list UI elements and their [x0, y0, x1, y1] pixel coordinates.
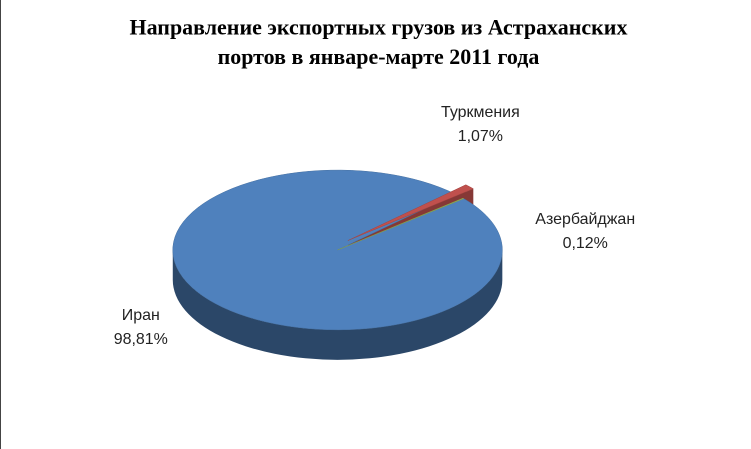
- slice-side: [172, 249, 503, 360]
- category-label: Иран: [122, 307, 160, 324]
- category-label: Азербайджан: [535, 211, 635, 228]
- value-label: 98,81%: [114, 331, 168, 348]
- value-label: 0,12%: [563, 235, 608, 252]
- chart-title: портов в январе-марте 2011 года: [218, 44, 540, 69]
- slice: [347, 184, 474, 241]
- slice: [337, 197, 465, 251]
- category-label: Туркмения: [441, 104, 520, 121]
- value-label: 1,07%: [458, 128, 503, 145]
- chart-title: Направление экспортных грузов из Астраха…: [130, 14, 628, 39]
